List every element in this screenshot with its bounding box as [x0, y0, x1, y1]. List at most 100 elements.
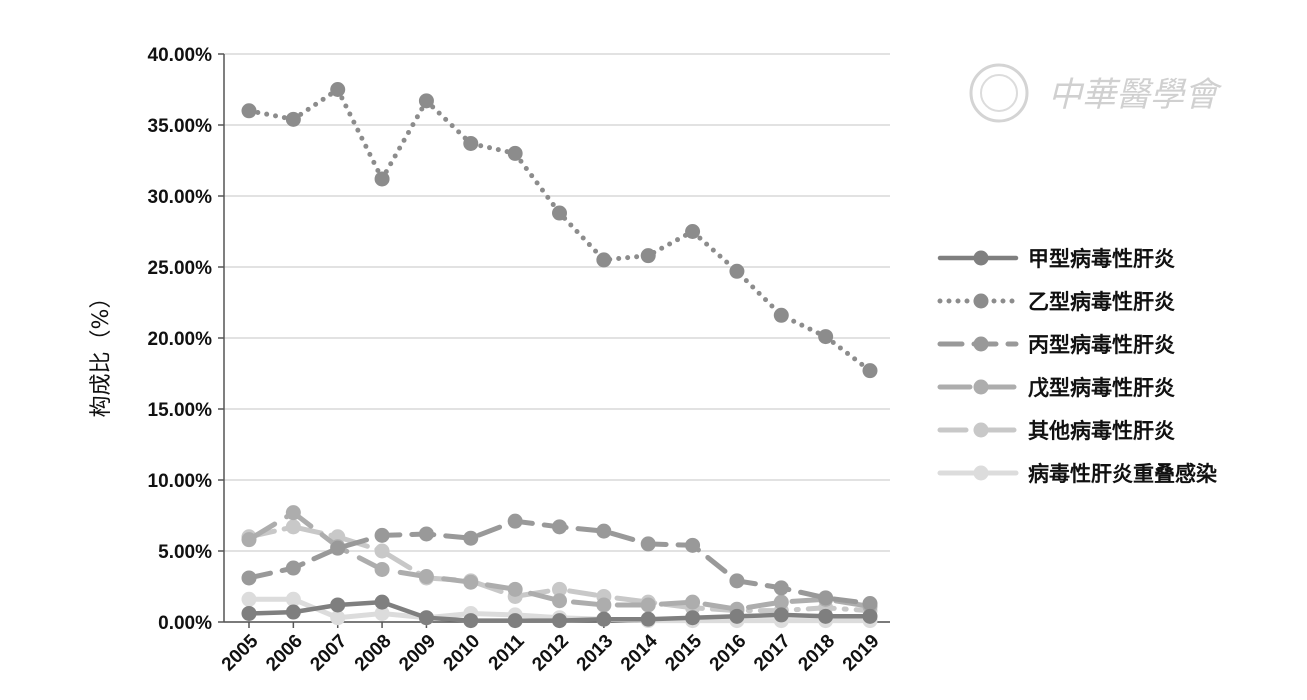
data-point [507, 145, 523, 161]
data-point [773, 607, 789, 623]
data-point [640, 536, 656, 552]
data-point [285, 505, 301, 521]
x-tick-label: 2010 [440, 631, 485, 676]
data-point [463, 530, 479, 546]
data-point [285, 604, 301, 620]
x-tick-label: 2014 [617, 630, 662, 675]
legend-item: 戊型病毒性肝炎 [937, 376, 1175, 400]
x-axis: 2005 2006 2007 2008 2009 2010 2011 2012 2013 2014… [218, 621, 890, 676]
data-point [418, 610, 434, 626]
data-point [374, 527, 390, 543]
y-tick-label: 10.00% [148, 471, 213, 492]
x-tick-label: 2016 [706, 631, 751, 676]
data-point [729, 608, 745, 624]
data-point [685, 594, 701, 610]
y-tick-label: 40.00% [148, 45, 213, 66]
data-point [463, 135, 479, 151]
legend-swatch-marker [973, 422, 989, 438]
data-point [418, 526, 434, 542]
x-tick-label: 2019 [839, 631, 884, 676]
seal-icon [969, 63, 1029, 123]
series-line [246, 87, 873, 374]
series-0 [241, 594, 878, 629]
data-point [862, 608, 878, 624]
data-point [596, 597, 612, 613]
data-point [463, 574, 479, 590]
data-point [552, 593, 567, 609]
legend-label: 丙型病毒性肝炎 [1028, 333, 1175, 357]
data-point [241, 605, 257, 621]
data-point [330, 597, 346, 613]
data-point [773, 580, 789, 596]
data-point [374, 543, 390, 559]
legend-label: 病毒性肝炎重叠感染 [1028, 462, 1217, 486]
data-point [640, 611, 656, 627]
data-point [285, 519, 301, 535]
data-point [773, 307, 789, 323]
data-point [374, 171, 390, 187]
x-tick-label: 2018 [794, 631, 839, 676]
x-tick-label: 2017 [750, 631, 795, 676]
legend-item: 丙型病毒性肝炎 [937, 333, 1175, 357]
y-tick-label: 20.00% [148, 329, 213, 350]
data-point [374, 605, 390, 621]
x-tick-label: 2005 [218, 630, 263, 675]
series-group [241, 82, 878, 629]
data-point [818, 608, 834, 624]
legend-swatch-marker [973, 465, 989, 481]
series-2 [241, 513, 878, 612]
series-1 [241, 82, 878, 379]
data-point [241, 103, 257, 119]
y-tick-label: 15.00% [148, 400, 213, 421]
data-point [463, 613, 479, 629]
legend-item: 其他病毒性肝炎 [937, 419, 1175, 443]
data-point [330, 540, 346, 556]
data-point [241, 591, 257, 607]
legend-label: 乙型病毒性肝炎 [1028, 290, 1175, 314]
y-tick-label: 5.00% [158, 542, 212, 563]
legend: 甲型病毒性肝炎乙型病毒性肝炎丙型病毒性肝炎戊型病毒性肝炎其他病毒性肝炎病毒性肝炎… [937, 247, 1217, 486]
data-point [285, 111, 301, 127]
data-point [552, 519, 567, 535]
legend-item: 乙型病毒性肝炎 [937, 290, 1175, 314]
x-tick-label: 2013 [573, 631, 618, 676]
x-tick-label: 2008 [351, 631, 396, 676]
data-point [729, 263, 745, 279]
data-point [330, 610, 346, 626]
y-tick-label: 0.00% [158, 613, 212, 634]
legend-swatch-marker [973, 379, 989, 395]
data-point [729, 573, 745, 589]
data-point [418, 93, 434, 109]
x-tick-label: 2007 [307, 631, 352, 676]
data-point [374, 594, 390, 610]
data-point [818, 329, 834, 345]
data-point [285, 560, 301, 576]
x-tick-label: 2012 [528, 631, 573, 676]
data-point [596, 611, 612, 627]
legend-item: 甲型病毒性肝炎 [937, 247, 1175, 271]
y-axis-label: 构成比（%） [89, 287, 114, 418]
y-tick-label: 30.00% [148, 187, 213, 208]
data-point [862, 363, 878, 379]
data-point [241, 570, 257, 586]
data-point [685, 610, 701, 626]
data-point [773, 594, 789, 610]
data-point [241, 532, 257, 548]
y-tick-label: 35.00% [148, 116, 213, 137]
data-point [596, 523, 612, 539]
y-axis: 0.00% 5.00% 10.00% 15.00% 20.00% 25.00% 30.00%… [148, 45, 225, 634]
data-point [862, 596, 878, 612]
x-tick-label: 2015 [661, 630, 706, 675]
legend-label: 其他病毒性肝炎 [1028, 419, 1175, 443]
data-point [640, 597, 656, 613]
x-tick-label: 2006 [262, 631, 307, 676]
legend-item: 病毒性肝炎重叠感染 [937, 462, 1217, 486]
y-tick-label: 25.00% [148, 258, 213, 279]
data-point [507, 581, 523, 597]
data-point [418, 569, 434, 585]
legend-label: 戊型病毒性肝炎 [1028, 376, 1175, 400]
data-point [818, 590, 834, 606]
data-point [552, 581, 567, 597]
legend-swatch-marker [973, 336, 989, 352]
